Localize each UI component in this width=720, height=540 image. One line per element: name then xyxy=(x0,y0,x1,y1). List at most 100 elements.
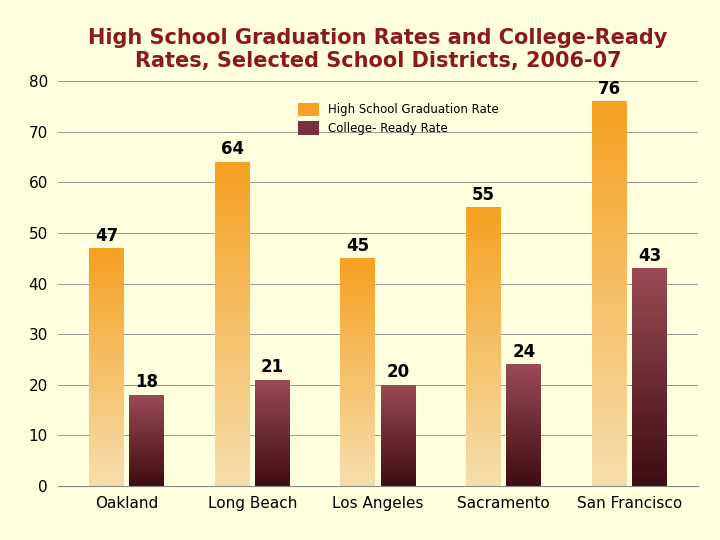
Bar xyxy=(506,454,541,455)
Bar xyxy=(632,328,667,329)
Bar xyxy=(466,277,501,279)
Bar xyxy=(466,400,501,401)
Bar xyxy=(592,442,627,444)
Bar xyxy=(89,288,124,289)
Bar xyxy=(466,433,501,435)
Bar xyxy=(341,426,376,427)
Bar xyxy=(129,443,164,444)
Bar xyxy=(255,413,290,414)
Bar xyxy=(592,188,627,190)
Bar xyxy=(506,469,541,470)
Bar xyxy=(380,464,415,465)
Bar xyxy=(89,374,124,375)
Bar xyxy=(632,410,667,411)
Bar xyxy=(466,238,501,240)
Bar xyxy=(632,481,667,482)
Bar xyxy=(506,449,541,450)
Text: 21: 21 xyxy=(261,358,284,376)
Bar xyxy=(341,313,376,314)
Bar xyxy=(632,485,667,486)
Bar xyxy=(592,192,627,194)
Bar xyxy=(592,103,627,105)
Bar xyxy=(466,207,501,209)
Bar xyxy=(215,340,250,342)
Bar xyxy=(215,296,250,298)
Bar xyxy=(341,429,376,430)
Bar xyxy=(592,280,627,282)
Bar xyxy=(255,385,290,386)
Bar xyxy=(341,383,376,384)
Bar xyxy=(506,465,541,466)
Bar xyxy=(632,317,667,319)
Bar xyxy=(89,248,124,249)
Bar xyxy=(632,471,667,472)
Bar xyxy=(129,412,164,413)
Bar xyxy=(506,388,541,389)
Bar xyxy=(215,269,250,271)
Bar xyxy=(506,380,541,381)
Bar xyxy=(466,235,501,237)
Bar xyxy=(380,480,415,481)
Bar xyxy=(632,334,667,335)
Bar xyxy=(466,384,501,386)
Bar xyxy=(89,285,124,286)
Bar xyxy=(341,353,376,354)
Bar xyxy=(89,347,124,348)
Bar xyxy=(215,355,250,356)
Bar xyxy=(255,462,290,463)
Bar xyxy=(380,418,415,419)
Bar xyxy=(129,444,164,445)
Bar xyxy=(632,342,667,343)
Bar xyxy=(89,281,124,282)
Bar xyxy=(255,426,290,427)
Bar xyxy=(466,310,501,312)
Bar xyxy=(341,362,376,363)
Bar xyxy=(466,330,501,332)
Bar xyxy=(380,384,415,385)
Bar xyxy=(592,332,627,334)
Bar xyxy=(632,349,667,350)
Bar xyxy=(506,372,541,373)
Bar xyxy=(215,399,250,400)
Bar xyxy=(255,417,290,418)
Bar xyxy=(89,469,124,470)
Bar xyxy=(129,434,164,435)
Bar xyxy=(215,220,250,222)
Bar xyxy=(466,291,501,293)
Bar xyxy=(341,433,376,434)
Bar xyxy=(506,451,541,452)
Bar xyxy=(255,433,290,434)
Bar xyxy=(341,342,376,343)
Bar xyxy=(89,273,124,274)
Bar xyxy=(506,415,541,416)
Bar xyxy=(466,241,501,242)
Bar xyxy=(592,114,627,117)
Bar xyxy=(215,238,250,240)
Bar xyxy=(89,440,124,441)
Bar xyxy=(466,387,501,389)
Bar xyxy=(129,451,164,452)
Bar xyxy=(592,449,627,451)
Text: 55: 55 xyxy=(472,186,495,204)
Bar xyxy=(380,481,415,482)
Bar xyxy=(380,432,415,433)
Bar xyxy=(129,443,164,444)
Bar xyxy=(89,383,124,385)
Bar xyxy=(632,407,667,408)
Bar xyxy=(466,407,501,408)
Bar xyxy=(632,446,667,447)
Bar xyxy=(129,472,164,473)
Bar xyxy=(632,424,667,425)
Bar xyxy=(466,274,501,276)
Bar xyxy=(89,295,124,297)
Bar xyxy=(466,460,501,461)
Bar xyxy=(466,301,501,302)
Bar xyxy=(466,223,501,224)
Bar xyxy=(255,439,290,440)
Bar xyxy=(466,325,501,326)
Bar xyxy=(341,339,376,340)
Bar xyxy=(592,351,627,353)
Bar xyxy=(89,404,124,405)
Bar xyxy=(341,364,376,365)
Bar xyxy=(466,373,501,375)
